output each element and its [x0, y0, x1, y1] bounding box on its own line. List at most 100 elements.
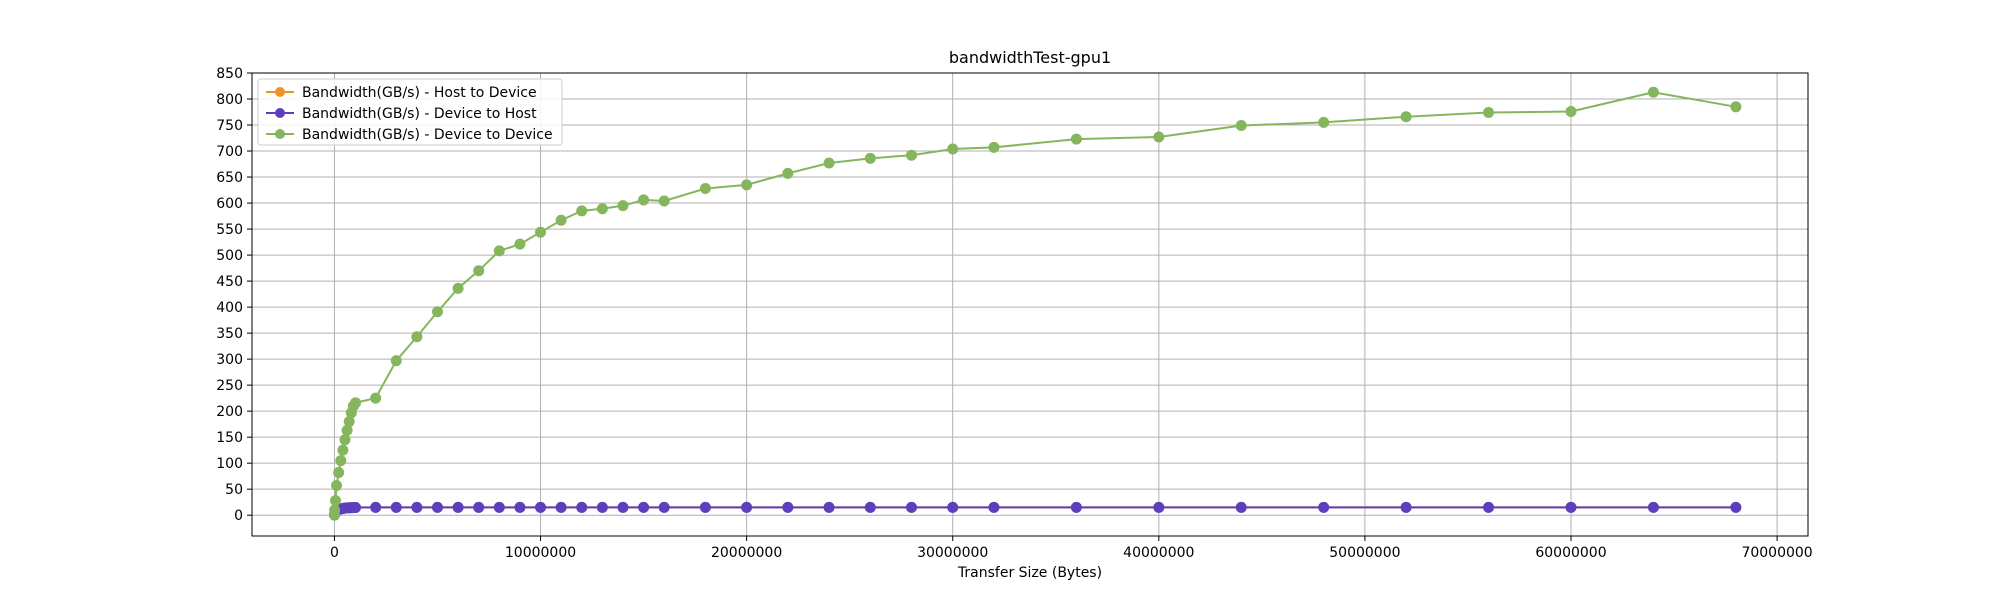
y-tick-label: 750: [216, 118, 243, 134]
data-point: [1235, 501, 1247, 513]
data-point: [617, 200, 629, 212]
data-point: [576, 205, 588, 217]
y-tick-label: 650: [216, 170, 243, 186]
data-point: [1070, 133, 1082, 145]
data-point: [741, 501, 753, 513]
y-tick-label: 100: [216, 456, 243, 472]
data-point: [1153, 131, 1165, 143]
data-point: [1483, 501, 1495, 513]
x-axis: 0 10000000 20000000 30000000 40000000 5000000…: [330, 536, 1813, 561]
x-tick-label: 20000000: [711, 545, 782, 561]
data-point: [1153, 501, 1165, 513]
data-point: [452, 282, 464, 294]
legend-item: Bandwidth(GB/s) - Host to Device: [266, 85, 537, 101]
x-tick-label: 10000000: [505, 545, 576, 561]
data-point: [947, 501, 959, 513]
data-point: [864, 501, 876, 513]
legend-label: Bandwidth(GB/s) - Device to Device: [302, 127, 553, 143]
data-point: [333, 467, 345, 479]
legend-marker: [275, 129, 285, 139]
data-point: [343, 416, 355, 428]
y-tick-label: 550: [216, 222, 243, 238]
data-point: [1318, 501, 1330, 513]
data-point: [699, 501, 711, 513]
x-tick-label: 0: [330, 545, 339, 561]
data-point: [906, 149, 917, 161]
y-tick-label: 700: [216, 144, 243, 160]
data-point: [617, 501, 629, 513]
data-point: [452, 501, 464, 513]
data-point: [1565, 106, 1577, 117]
data-point: [906, 501, 917, 513]
data-point: [1318, 116, 1330, 128]
data-point: [473, 501, 485, 513]
data-point: [782, 167, 794, 179]
data-point: [555, 214, 567, 226]
data-point: [1730, 501, 1742, 513]
data-point: [555, 501, 567, 513]
data-point: [782, 501, 794, 513]
data-point: [339, 434, 351, 446]
data-point: [350, 397, 362, 409]
data-point: [823, 157, 835, 169]
y-tick-label: 50: [225, 482, 243, 498]
x-tick-label: 60000000: [1535, 545, 1606, 561]
x-tick-label: 50000000: [1329, 545, 1400, 561]
data-point: [493, 501, 505, 513]
legend-label: Bandwidth(GB/s) - Host to Device: [302, 85, 537, 101]
y-tick-label: 450: [216, 274, 243, 290]
data-point: [514, 238, 526, 250]
data-point: [1565, 501, 1577, 513]
data-point: [596, 203, 608, 215]
y-tick-label: 200: [216, 404, 243, 420]
data-point: [1647, 501, 1659, 513]
y-tick-label: 300: [216, 352, 243, 368]
plot-frame: [251, 72, 1809, 537]
data-point: [331, 480, 343, 492]
data-point: [658, 195, 670, 207]
y-tick-label: 0: [234, 508, 243, 524]
data-point: [431, 501, 443, 513]
y-axis: 0 50 100 150 200 250 300 350 400 450 500 550 600 650 7…: [216, 66, 252, 524]
data-point: [699, 182, 711, 194]
chart-title: bandwidthTest-gpu1: [949, 48, 1111, 67]
data-point: [535, 226, 547, 238]
y-tick-label: 850: [216, 66, 243, 82]
data-point: [335, 455, 347, 467]
data-point: [947, 143, 959, 155]
data-point: [341, 424, 353, 436]
data-point: [823, 501, 835, 513]
data-point: [1070, 501, 1082, 513]
data-point: [390, 501, 402, 513]
y-tick-label: 150: [216, 430, 243, 446]
data-point: [411, 331, 423, 343]
data-point: [350, 502, 362, 514]
data-point: [638, 501, 650, 513]
y-tick-label: 400: [216, 300, 243, 316]
data-point: [1400, 111, 1412, 123]
data-point: [1400, 501, 1412, 513]
y-tick-label: 800: [216, 92, 243, 108]
data-point: [1647, 86, 1659, 98]
series-3: [328, 86, 1742, 521]
legend-marker: [275, 108, 285, 118]
data-point: [370, 501, 382, 513]
series-layer: [328, 86, 1742, 521]
x-tick-label: 40000000: [1123, 545, 1194, 561]
data-point: [431, 306, 443, 318]
data-point: [337, 444, 349, 456]
data-point: [329, 495, 341, 507]
x-axis-label: Transfer Size (Bytes): [957, 565, 1102, 581]
legend-item: Bandwidth(GB/s) - Device to Host: [266, 106, 537, 122]
plot-area: [252, 73, 1808, 536]
data-point: [988, 501, 1000, 513]
data-point: [864, 152, 876, 164]
data-point: [576, 501, 588, 513]
data-point: [493, 245, 505, 257]
data-point: [411, 501, 423, 513]
data-point: [658, 501, 670, 513]
x-tick-label: 70000000: [1741, 545, 1812, 561]
data-point: [988, 141, 1000, 153]
data-point: [329, 504, 341, 516]
